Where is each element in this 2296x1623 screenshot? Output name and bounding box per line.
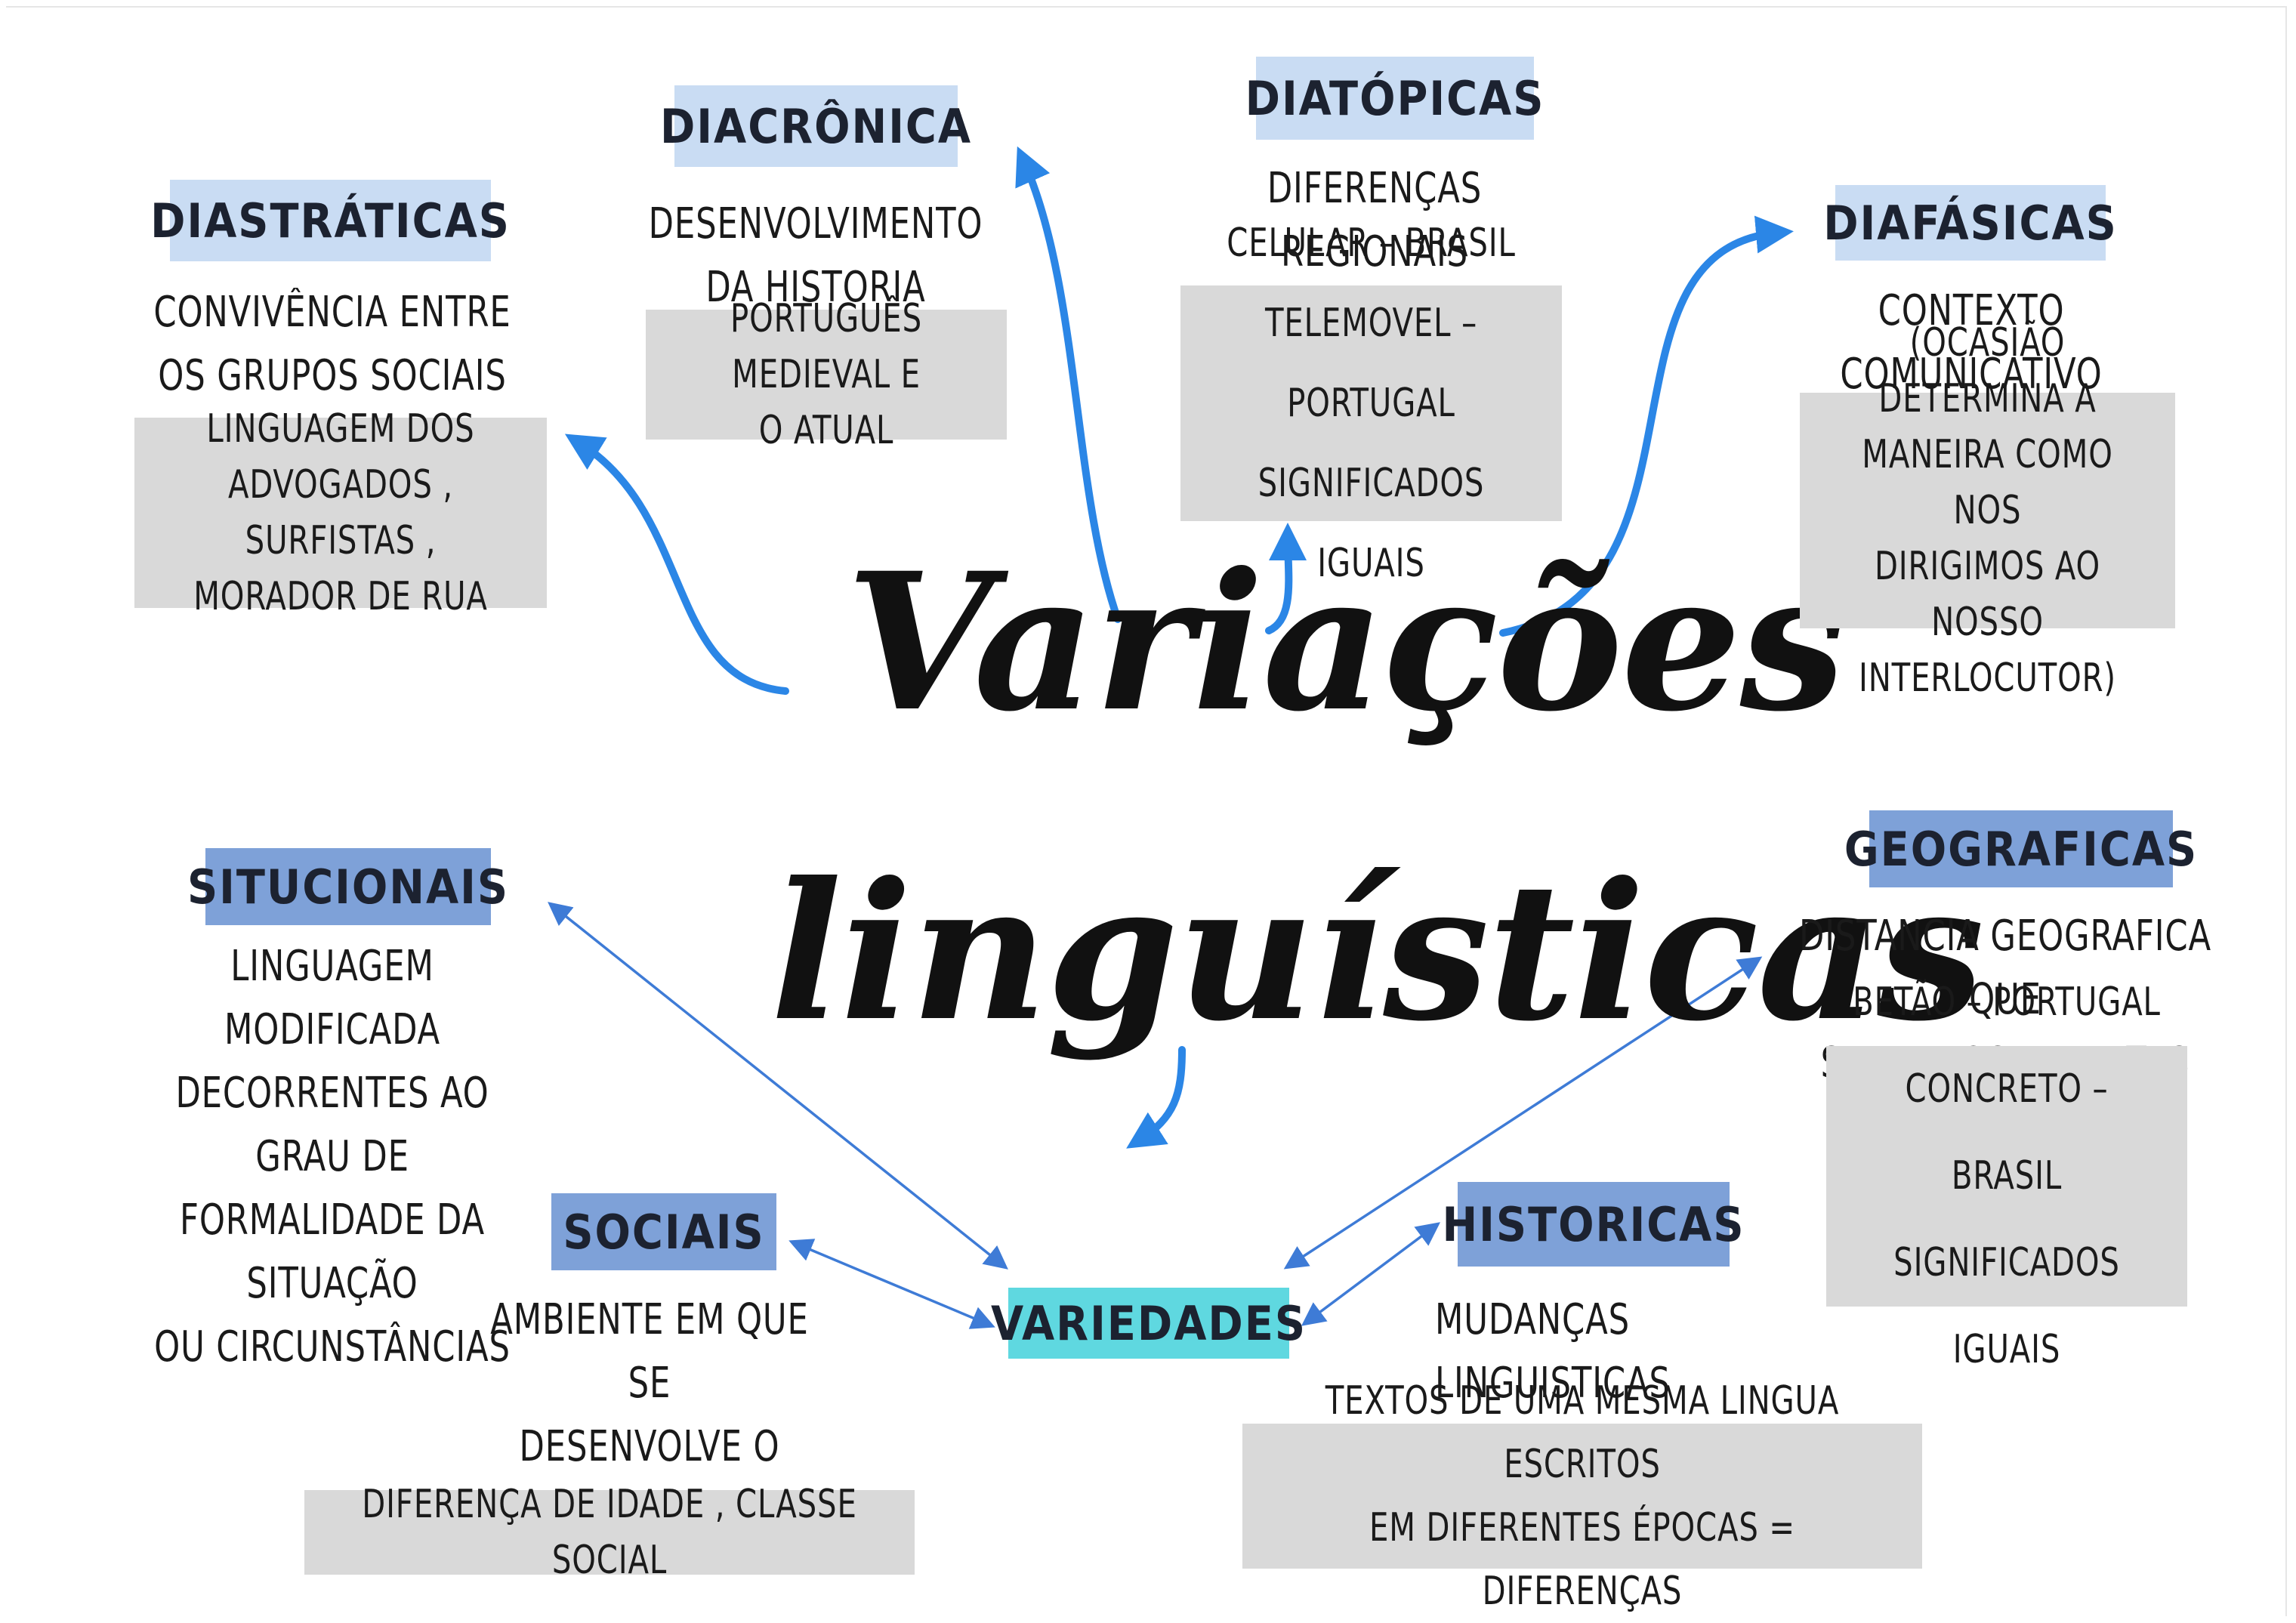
header-diafasicas: DIAFÁSICAS [1823, 185, 2116, 261]
text-situcionais: LINGUAGEM MODIFICADA DECORRENTES AO GRAU… [154, 942, 511, 1372]
page-border [6, 6, 2287, 1616]
example-diastraticas: LINGUAGEM DOS ADVOGADOS , SURFISTAS , MO… [134, 406, 547, 619]
arrow-to-diafasicas [1499, 215, 1794, 637]
arrow-variedades-sociais [788, 1239, 995, 1329]
arrow-to-diatopicas [1265, 523, 1307, 634]
example-diacronica-text: PORTUGUÊS MEDIEVAL E O ATUAL [730, 296, 922, 453]
text-diafasicas: CONTEXTO COMUNICATIVO [1840, 286, 2103, 399]
header-variedades: VARIEDADES [991, 1288, 1305, 1359]
arrow-variedades-situcionais [548, 902, 1008, 1270]
example-diafasicas: (OCASIÃO DETERMINA A MANEIRA COMO NOS DI… [1800, 320, 2175, 701]
arrow-to-diastraticas [564, 434, 789, 695]
example-diacronica: PORTUGUÊS MEDIEVAL E O ATUAL [646, 296, 1007, 453]
text-diastraticas: CONVIVÊNCIA ENTRE OS GRUPOS SOCIAIS [153, 288, 511, 400]
arrow-variedades-geograficas [1283, 956, 1763, 1270]
arrow-to-variedades-down [1126, 1046, 1186, 1149]
example-historicas: TEXTOS DE UMA MESMA LINGUA ESCRITOS EM D… [1242, 1378, 1922, 1614]
example-historicas-text: TEXTOS DE UMA MESMA LINGUA ESCRITOS EM D… [1325, 1378, 1840, 1614]
header-historicas: HISTORICAS [1442, 1182, 1744, 1267]
example-diatopicas-text: CELULAR – BRASIL TELEMOVEL – PORTUGAL SI… [1227, 221, 1516, 586]
header-diastraticas: DIASTRÁTICAS [150, 180, 509, 261]
header-diatopicas: DIATÓPICAS [1245, 57, 1543, 140]
title-line-1: Variações [846, 531, 1846, 753]
text-historicas: MUDANÇAS LINGUISTICAS [1435, 1295, 1671, 1408]
title-line-2: linguísticas [770, 841, 1984, 1063]
header-situcionais: SITUCIONAIS [187, 848, 508, 925]
example-sociais-text: DIFERENÇA DE IDADE , CLASSE SOCIAL [362, 1482, 857, 1583]
example-diastraticas-text: LINGUAGEM DOS ADVOGADOS , SURFISTAS , MO… [193, 406, 488, 619]
header-diacronica: DIACRÔNICA [660, 85, 971, 167]
header-sociais: SOCIAIS [551, 1193, 776, 1270]
example-diafasicas-text: (OCASIÃO DETERMINA A MANEIRA COMO NOS DI… [1859, 320, 2116, 701]
example-diatopicas: CELULAR – BRASIL TELEMOVEL – PORTUGAL SI… [1180, 221, 1562, 586]
example-sociais: DIFERENÇA DE IDADE , CLASSE SOCIAL [304, 1482, 915, 1583]
example-geograficas-text: BETÃO – PORTUGAL CONCRETO – BRASIL SIGNI… [1853, 980, 2161, 1372]
arrow-to-diacronica [1015, 146, 1122, 623]
text-diatopicas: DIFERENÇAS REGIONAIS [1267, 164, 1483, 276]
header-geograficas: GEOGRAFICAS [1844, 810, 2196, 887]
text-diacronica: DESENVOLVIMENTO DA HISTORIA [648, 199, 983, 312]
example-geograficas: BETÃO – PORTUGAL CONCRETO – BRASIL SIGNI… [1826, 980, 2187, 1372]
arrow-variedades-historicas [1301, 1222, 1441, 1326]
